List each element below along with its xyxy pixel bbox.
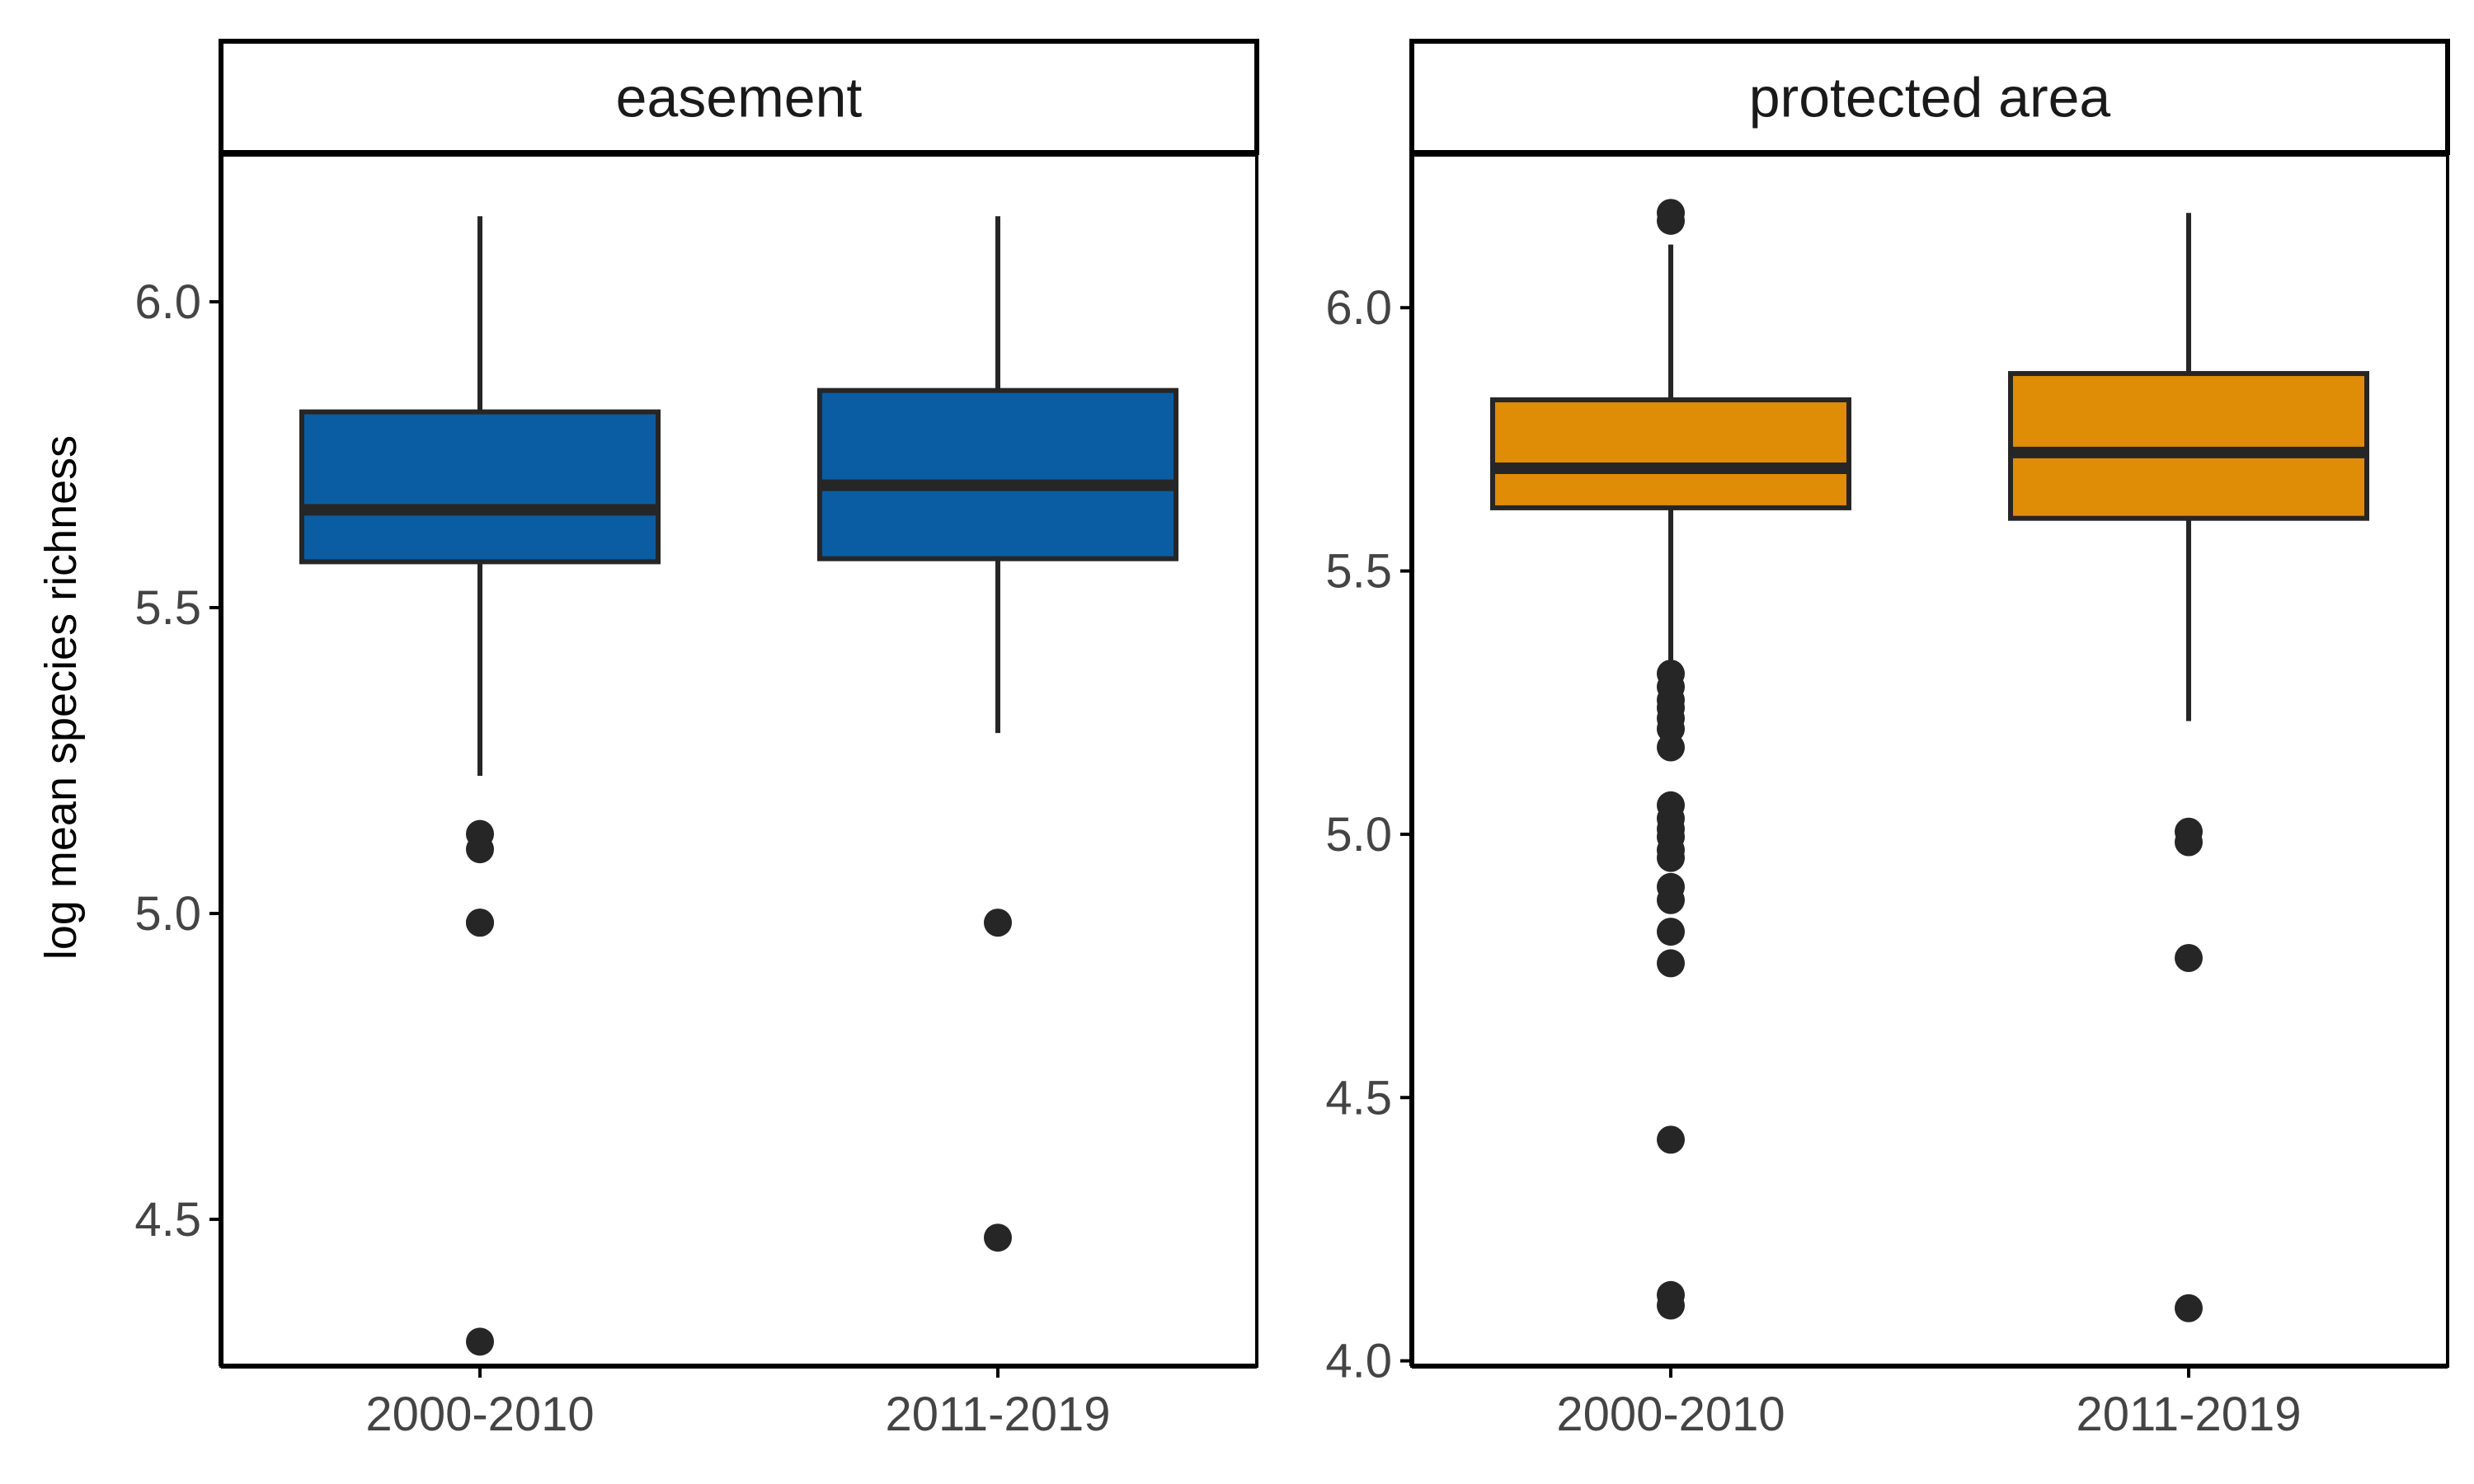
outlier-point <box>1657 1291 1685 1320</box>
x-tick-label: 2011-2019 <box>885 1388 1110 1441</box>
y-tick-label: 5.5 <box>1325 545 1392 599</box>
facet-strip-0 <box>219 39 1259 155</box>
x-tick-label: 2000-2010 <box>365 1388 594 1441</box>
outlier-point <box>466 835 494 864</box>
outlier-point <box>2175 944 2203 973</box>
outlier-point <box>1657 949 1685 978</box>
box <box>1490 397 1851 510</box>
outlier-point <box>466 909 494 937</box>
outlier-point <box>2175 828 2203 857</box>
outlier-point <box>1657 918 1685 946</box>
x-tick-label: 2011-2019 <box>2076 1388 2301 1441</box>
outlier-point <box>984 1223 1012 1252</box>
panel-border-0 <box>219 153 1258 1368</box>
panel-border-1 <box>1410 153 2449 1368</box>
x-tick-label: 2000-2010 <box>1556 1388 1785 1441</box>
y-tick-label: 6.0 <box>134 275 201 329</box>
y-tick-label: 4.5 <box>134 1193 201 1247</box>
facet-strip-label: protected area <box>1749 67 2111 129</box>
y-tick-label: 6.0 <box>1325 281 1392 335</box>
outlier-point <box>1657 1125 1685 1154</box>
outlier-point <box>466 1327 494 1356</box>
y-tick-label: 5.5 <box>134 581 201 635</box>
box <box>299 409 661 565</box>
outlier-point <box>1657 733 1685 762</box>
facet-strip-label: easement <box>616 67 863 129</box>
outlier-point <box>984 909 1012 937</box>
y-tick-label: 4.5 <box>1325 1071 1392 1125</box>
y-tick-label: 5.0 <box>134 887 201 941</box>
facet-strip-1 <box>1409 39 2450 155</box>
outlier-point <box>1657 885 1685 914</box>
box <box>2008 371 2369 521</box>
y-axis-title: log mean species richness <box>36 435 86 960</box>
y-tick-label: 5.0 <box>1325 808 1392 862</box>
box <box>817 387 1178 561</box>
outlier-point <box>1657 206 1685 235</box>
outlier-point <box>1657 843 1685 872</box>
y-tick-label: 4.0 <box>1325 1335 1392 1388</box>
outlier-point <box>2175 1294 2203 1322</box>
